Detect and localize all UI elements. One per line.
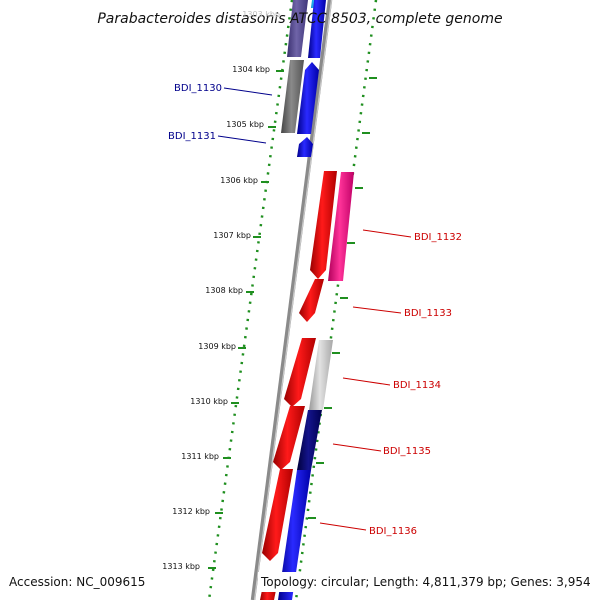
gene-label-bdi-1134[interactable]: BDI_1134 [393,380,441,391]
gene-feature-lightgrey-1134[interactable] [309,340,333,410]
position-label-1311: 1311 kbp [181,452,219,461]
gene-feature-magenta-1132[interactable] [328,172,354,281]
position-label-1310: 1310 kbp [190,397,228,406]
gene-feature-red-bottom[interactable] [260,590,276,600]
position-label-1312: 1312 kbp [172,507,210,516]
position-label-1306: 1306 kbp [220,176,258,185]
gene-feature-grey[interactable] [281,60,304,133]
position-labels: 1304 kbp 1305 kbp 1306 kbp 1307 kbp 1308… [162,65,270,571]
gene-label-bdi-1130[interactable]: BDI_1130 [174,83,222,94]
left-ring-ticks [208,70,284,569]
accession-text: Accession: NC_009615 [9,575,145,589]
outer-left-dotted-ring [207,0,294,600]
reverse-leader-lines [217,87,273,144]
topology-text: Topology: circular; Length: 4,811,379 bp… [260,575,591,589]
gene-feature-red-1133[interactable] [299,279,324,322]
gene-feature-red-1135[interactable] [273,406,305,470]
gene-feature-navy-1135[interactable] [297,410,322,470]
position-label-1309: 1309 kbp [198,342,236,351]
gene-feature-red-1132[interactable] [310,171,337,279]
position-label-1307: 1307 kbp [213,231,251,240]
map-title: Parabacteroides distasonis ATCC 8503, co… [97,11,502,27]
gene-label-bdi-1135[interactable]: BDI_1135 [383,446,431,457]
gene-feature-blue-1136[interactable] [278,470,311,600]
genome-backbone [250,0,333,600]
gene-label-bdi-1132[interactable]: BDI_1132 [414,232,462,243]
position-label-1305: 1305 kbp [226,120,264,129]
gene-label-bdi-1133[interactable]: BDI_1133 [404,308,452,319]
gene-feature-blue-1130[interactable] [297,62,319,134]
gene-feature-red-1134[interactable] [284,338,316,407]
position-label-1304: 1304 kbp [232,65,270,74]
position-label-1308: 1308 kbp [205,286,243,295]
gene-feature-red-1136[interactable] [262,469,293,561]
faint-top-tick-label: 1303 kbp [242,10,280,19]
gene-feature-slate[interactable] [287,0,308,57]
position-label-1313: 1313 kbp [162,562,200,571]
forward-leader-lines [319,229,412,531]
gene-labels: BDI_1130 BDI_1131 BDI_1132 BDI_1133 BDI_… [168,83,462,537]
gene-feature-blue-1131[interactable] [297,137,313,157]
gene-label-bdi-1136[interactable]: BDI_1136 [369,526,417,537]
gene-feature-blue-top[interactable] [308,0,326,58]
gene-label-bdi-1131[interactable]: BDI_1131 [168,131,216,142]
